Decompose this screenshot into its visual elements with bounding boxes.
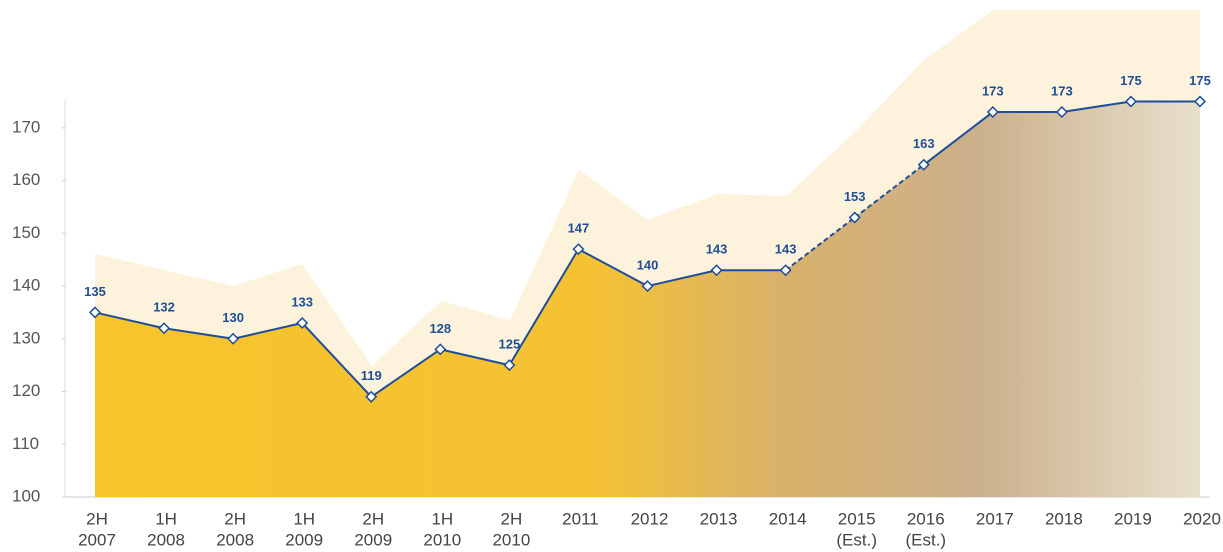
x-tick-label: 2011: [562, 509, 599, 528]
marker: [572, 243, 585, 256]
value-label: 173: [1051, 83, 1073, 98]
value-label: 175: [1189, 73, 1211, 88]
line-segment: [785, 216, 856, 272]
value-label: 147: [568, 221, 590, 236]
line-segment: [854, 163, 925, 219]
x-tick-label: 2013: [700, 509, 738, 528]
y-tick-label: 120: [12, 381, 40, 400]
line-segment: [508, 248, 580, 366]
x-tick-label: 2014: [769, 509, 807, 528]
y-tick-label: 100: [12, 486, 40, 505]
marker: [986, 106, 999, 119]
value-label: 163: [913, 136, 935, 151]
x-tick-label: 2018: [1045, 509, 1083, 528]
value-label: 130: [222, 310, 244, 325]
value-label: 119: [361, 368, 382, 383]
value-label: 175: [1120, 73, 1142, 88]
x-tick-label: 2016: [907, 509, 945, 528]
line-segment: [440, 348, 510, 367]
x-tick-label: 2010: [423, 530, 461, 549]
y-tick-label: 150: [12, 223, 40, 242]
marker: [641, 280, 654, 293]
marker: [158, 322, 171, 335]
line-segment: [647, 269, 717, 288]
x-tick-label: 2009: [285, 530, 323, 549]
line-segment: [1061, 100, 1132, 114]
marker: [227, 332, 240, 345]
value-label: 133: [291, 294, 313, 309]
marker: [296, 316, 309, 329]
line-segment: [94, 311, 165, 330]
value-label: 173: [982, 83, 1004, 98]
x-tick-label: 2007: [78, 530, 116, 549]
y-tick-label: 140: [12, 276, 40, 295]
line-segment: [232, 322, 303, 340]
marker: [365, 390, 378, 403]
x-tick-label: 1H: [293, 509, 315, 528]
line-segment: [163, 327, 234, 340]
value-label: 128: [429, 321, 451, 336]
value-label: 153: [844, 189, 866, 204]
x-tick-label: 2H: [224, 509, 246, 528]
marker: [779, 264, 792, 277]
line-segment: [923, 111, 994, 166]
marker: [88, 306, 102, 319]
x-tick-label: 2H: [362, 509, 384, 528]
x-tick-label: 2010: [492, 530, 530, 549]
marker: [434, 343, 447, 356]
value-label: 132: [153, 300, 175, 315]
value-label: 125: [499, 337, 521, 352]
line-segment: [370, 348, 441, 398]
x-tick-label: 2012: [631, 509, 669, 528]
x-tick-label: 2015: [838, 509, 876, 528]
marker: [1055, 106, 1068, 119]
y-tick-label: 160: [12, 170, 40, 189]
x-tick-label: (Est.): [905, 530, 946, 549]
marker: [503, 359, 516, 372]
x-tick-label: 1H: [155, 509, 177, 528]
x-tick-label: 2008: [216, 530, 254, 549]
y-tick-label: 170: [12, 117, 40, 136]
value-label: 140: [637, 258, 659, 273]
line-segment: [577, 248, 648, 287]
value-label: 143: [775, 242, 797, 257]
marker: [1193, 95, 1207, 108]
x-tick-label: 2020: [1183, 509, 1221, 528]
marker: [1124, 95, 1137, 108]
y-tick-label: 130: [12, 328, 40, 347]
value-label: 135: [84, 284, 106, 299]
x-tick-label: (Est.): [836, 530, 877, 549]
value-label: 143: [706, 242, 728, 257]
x-tick-label: 2008: [147, 530, 185, 549]
plot: 100 110 120 130 140 150 160 170 135 132 130 133 119 1…: [12, 73, 1221, 550]
x-tick-label: 2017: [976, 509, 1014, 528]
marker: [917, 158, 930, 171]
marker: [848, 211, 861, 224]
x-tick-label: 1H: [431, 509, 453, 528]
marker: [710, 264, 723, 277]
x-tick-label: 2019: [1114, 509, 1152, 528]
x-tick-label: 2H: [86, 509, 108, 528]
x-tick-label: 2009: [354, 530, 392, 549]
y-tick-label: 110: [12, 434, 39, 453]
line-segment: [301, 322, 372, 398]
x-tick-label: 2H: [501, 509, 523, 528]
